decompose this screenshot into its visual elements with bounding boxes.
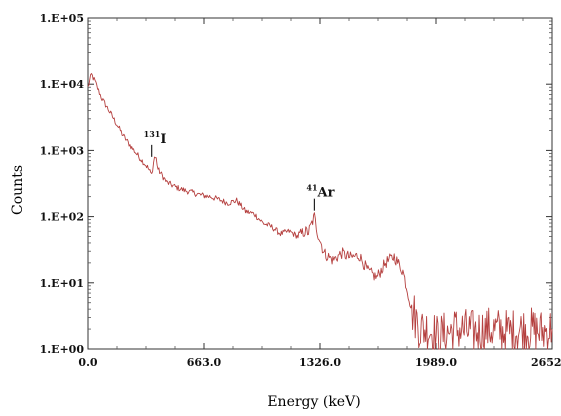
- plot-area: [88, 18, 552, 349]
- peak-label-superscript: 131: [144, 129, 161, 139]
- peak-label-text: I: [160, 132, 166, 147]
- plot-frame: [88, 18, 552, 349]
- y-tick-label: 1.E+04: [40, 78, 85, 91]
- x-tick-label: 0.0: [78, 356, 97, 369]
- y-tick-label: 1.E+02: [40, 211, 84, 224]
- y-tick-label: 1.E+05: [40, 12, 84, 25]
- x-tick-label: 663.0: [187, 356, 222, 369]
- x-tick-label: 1326.0: [299, 356, 341, 369]
- x-tick-label: 1989.0: [415, 356, 457, 369]
- y-tick-label: 1.E+03: [40, 144, 84, 157]
- x-tick-label: 2652.0: [531, 356, 561, 369]
- peak-label-superscript: 41: [306, 183, 317, 193]
- x-axis-title: Energy (keV): [267, 394, 360, 410]
- y-tick-label: 1.E+00: [40, 343, 85, 356]
- y-axis-title: Counts: [10, 165, 26, 215]
- peak-label-text: Ar: [317, 186, 335, 201]
- y-tick-label: 1.E+01: [40, 277, 84, 290]
